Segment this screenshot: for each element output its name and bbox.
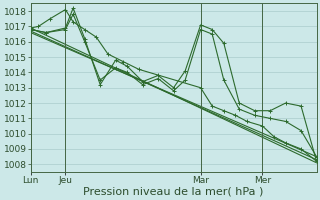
X-axis label: Pression niveau de la mer( hPa ): Pression niveau de la mer( hPa ) bbox=[84, 187, 264, 197]
